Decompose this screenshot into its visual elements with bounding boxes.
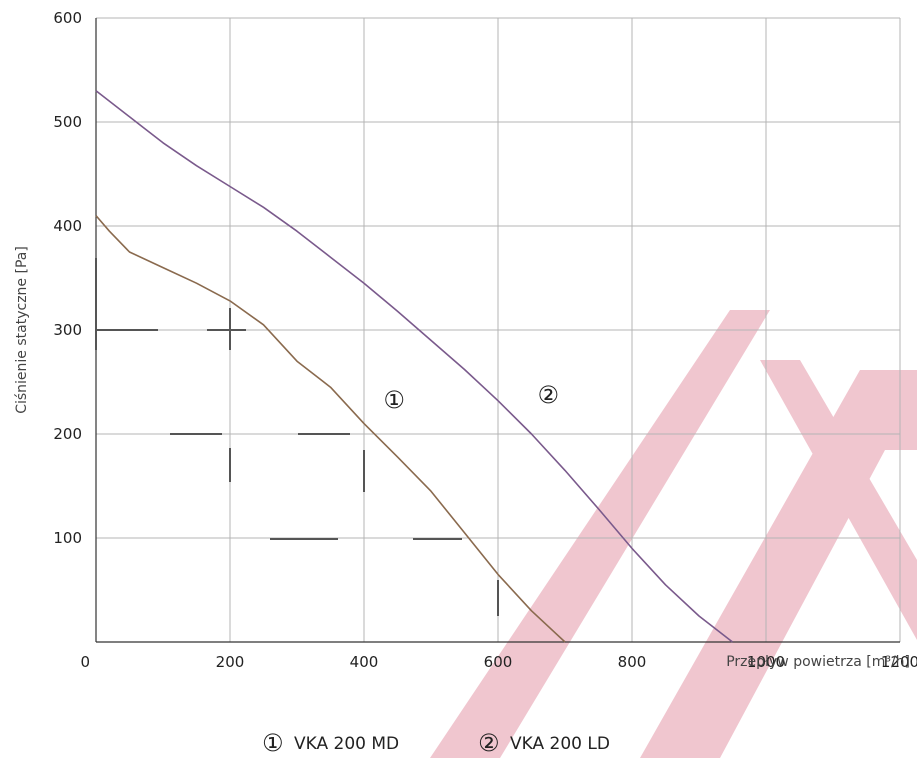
x-tick-label: 800 xyxy=(618,653,647,671)
legend-label: VKA 200 MD xyxy=(294,734,399,754)
y-axis-label: Ciśnienie statyczne [Pa] xyxy=(14,246,30,414)
y-tick-label: 500 xyxy=(53,113,82,131)
y-tick-label: 400 xyxy=(53,217,82,235)
watermark-logo xyxy=(430,310,917,758)
x-tick-label: 1200 xyxy=(881,653,917,671)
x-tick-label: 600 xyxy=(484,653,513,671)
legend-item-2: ② VKA 200 LD xyxy=(478,729,610,757)
legend-marker: ① xyxy=(262,729,284,757)
x-tick-label: 0 xyxy=(80,653,90,671)
series-line-2 xyxy=(95,90,733,643)
y-tick-label: 600 xyxy=(53,9,82,27)
guide-lines xyxy=(95,258,499,616)
y-tick-label: 300 xyxy=(53,321,82,339)
y-tick-label: 100 xyxy=(53,529,82,547)
tick-labels: 0 200 400 600 800 1000 1200 100 200 300 400 500 600 xyxy=(53,9,917,671)
x-tick-label: 400 xyxy=(350,653,379,671)
legend-marker: ② xyxy=(478,729,500,757)
x-tick-label: 200 xyxy=(216,653,245,671)
legend-label: VKA 200 LD xyxy=(510,734,610,754)
curve-marker-2: ② xyxy=(537,381,559,409)
legend-item-1: ① VKA 200 MD xyxy=(262,729,399,757)
series-line-1 xyxy=(95,215,566,643)
x-axis-label: Przepływ powietrza [m³/h] xyxy=(726,654,910,670)
series-lines xyxy=(95,90,733,643)
y-tick-label: 200 xyxy=(53,425,82,443)
x-tick-label: 1000 xyxy=(747,653,785,671)
legend: ① VKA 200 MD ② VKA 200 LD xyxy=(262,729,610,757)
curve-marker-1: ① xyxy=(383,386,405,414)
